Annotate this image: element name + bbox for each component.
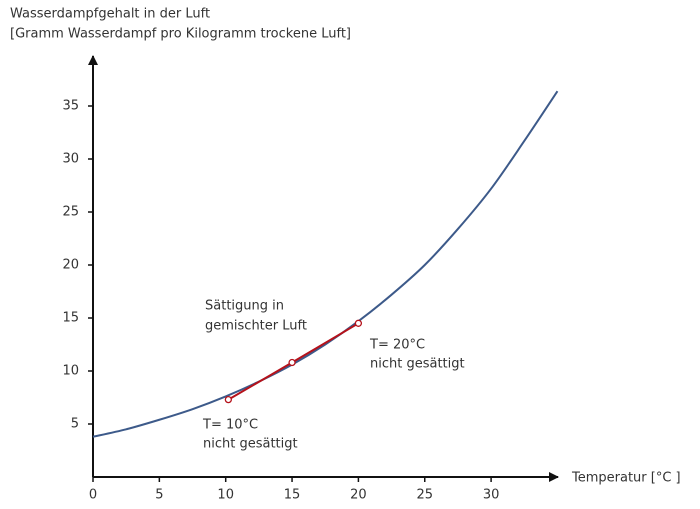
y-tick-label: 5	[71, 417, 79, 432]
x-tick-label: 30	[483, 488, 500, 503]
x-axis-label: Temperatur [°C ]	[571, 471, 681, 486]
data-point	[354, 319, 363, 327]
annotation: T= 10°C	[202, 418, 258, 433]
annotation: gemischter Luft	[205, 319, 307, 334]
annotation: Sättigung in	[205, 299, 284, 314]
x-tick-label: 25	[416, 488, 433, 503]
annotation: nicht gesättigt	[370, 357, 465, 372]
y-tick-label: 10	[62, 364, 79, 379]
x-tick-label: 10	[217, 488, 234, 503]
y-tick-label: 15	[62, 311, 79, 326]
y-tick-label: 25	[62, 205, 79, 220]
x-tick-label: 0	[89, 488, 97, 503]
y-tick-label: 35	[62, 99, 79, 114]
data-point	[288, 358, 296, 367]
annotation: nicht gesättigt	[203, 437, 298, 452]
series-line	[92, 90, 559, 438]
x-tick-label: 15	[284, 488, 301, 503]
data-point	[224, 395, 233, 404]
y-axis-label: [Gramm Wasserdampf pro Kilogramm trocken…	[10, 27, 351, 42]
x-tick-label: 5	[155, 488, 163, 503]
y-tick-label: 20	[62, 258, 79, 273]
y-tick-label: 30	[62, 152, 79, 167]
annotation: T= 20°C	[369, 338, 425, 353]
y-axis-label: Wasserdampfgehalt in der Luft	[10, 7, 210, 22]
x-tick-label: 20	[350, 488, 367, 503]
